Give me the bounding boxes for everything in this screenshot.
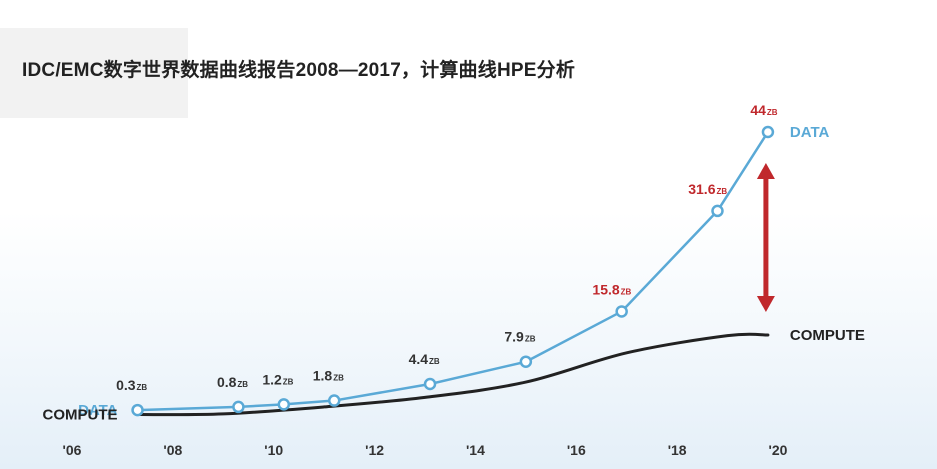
gap-arrow-head-top — [756, 163, 775, 179]
data-label-unit: ZB — [333, 374, 344, 383]
data-label: 4.4 — [409, 351, 429, 367]
data-label: 0.8 — [217, 374, 237, 390]
x-tick-label: '12 — [365, 442, 384, 458]
data-label-unit: ZB — [767, 108, 778, 117]
chart-title: IDC/EMC数字世界数据曲线报告2008—2017，计算曲线HPE分析 — [22, 60, 576, 81]
x-tick-label: '10 — [264, 442, 283, 458]
compute-series-end-label: COMPUTE — [790, 327, 865, 344]
compute-series-start-label: COMPUTE — [43, 407, 118, 424]
data-series-end-label: DATA — [790, 124, 830, 141]
data-label: 1.2 — [262, 371, 282, 387]
data-label: 1.8 — [313, 368, 333, 384]
x-axis-ticks: '06 '08 '10 '12 '14 '16 '18 '20 — [63, 442, 788, 458]
data-point — [711, 204, 724, 218]
x-tick-label: '14 — [466, 442, 485, 458]
data-label: 0.3 — [116, 377, 136, 393]
data-label-unit: ZB — [237, 380, 248, 389]
compute-series-line — [136, 332, 770, 417]
x-tick-label: '18 — [668, 442, 687, 458]
data-point — [519, 355, 533, 368]
data-point — [277, 398, 291, 411]
data-point — [423, 377, 437, 391]
data-label: 31.6 — [688, 181, 715, 197]
data-label-unit: ZB — [525, 335, 536, 344]
title-background — [0, 28, 188, 118]
data-label: 15.8 — [592, 281, 619, 297]
data-point — [232, 400, 245, 414]
x-tick-label: '06 — [63, 442, 82, 458]
data-series-line — [137, 131, 769, 412]
data-series-start-label: DATA — [78, 402, 118, 419]
data-label: 7.9 — [504, 329, 524, 345]
data-point — [327, 394, 341, 407]
data-label: 44 — [750, 102, 766, 118]
x-tick-label: '08 — [163, 442, 182, 458]
data-point — [615, 305, 628, 318]
x-tick-label: '20 — [769, 442, 788, 458]
data-point — [761, 125, 775, 139]
x-tick-label: '16 — [567, 442, 586, 458]
data-label-unit: ZB — [621, 287, 632, 296]
data-label-unit: ZB — [429, 357, 440, 366]
data-label-unit: ZB — [283, 377, 294, 386]
gap-arrow — [756, 163, 775, 312]
data-label-unit: ZB — [137, 383, 148, 392]
data-label-unit: ZB — [716, 187, 727, 196]
data-points — [131, 125, 775, 417]
data-point — [131, 403, 144, 417]
gap-arrow-head-bottom — [756, 296, 775, 312]
